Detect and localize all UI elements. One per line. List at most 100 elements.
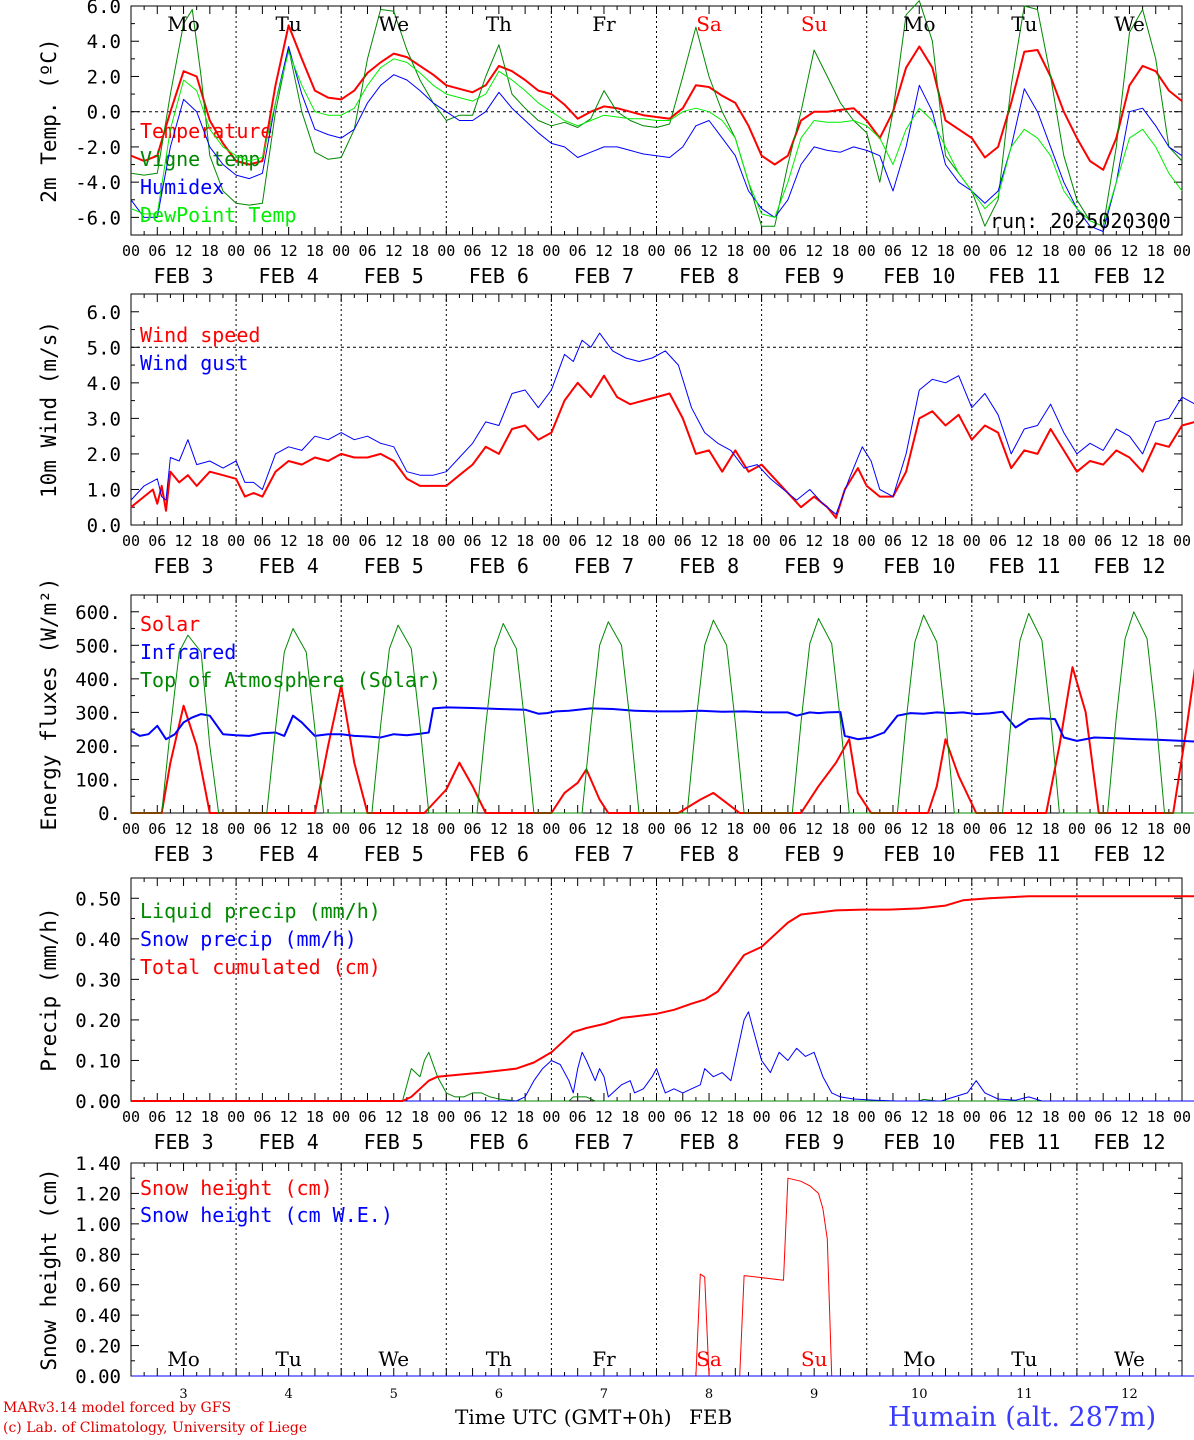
hour-tick-label: 06 [569,820,587,838]
weekday-label: We [1114,1347,1145,1371]
weekday-label: Mo [903,12,936,36]
hour-tick-label: 00 [1173,1108,1191,1126]
y-tick-label: 6.0 [87,0,121,18]
hour-tick-label: 06 [779,532,797,550]
hour-tick-label: 06 [1094,532,1112,550]
hour-tick-label: 06 [569,1108,587,1126]
day-label: FEB 3 [153,264,213,288]
hour-tick-label: 06 [779,1108,797,1126]
hour-tick-label: 06 [1094,820,1112,838]
weekday-label: Fr [592,1347,616,1371]
day-label: FEB 4 [259,842,319,866]
day-label: FEB 12 [1093,264,1165,288]
bottom-day-number: 3 [179,1387,187,1402]
hour-tick-label: 12 [700,242,718,260]
series-line [130,24,1183,171]
hour-tick-label: 12 [1120,1108,1138,1126]
day-label: FEB 6 [469,554,529,578]
hour-tick-label: 18 [1147,532,1165,550]
y-axis-title: Precip (mm/h) [37,907,61,1071]
hour-tick-label: 00 [332,820,350,838]
y-tick-label: 0.00 [75,1091,121,1113]
bottom-day-number: 4 [285,1387,293,1402]
day-label: FEB 11 [988,842,1060,866]
y-tick-label: 4.0 [87,31,121,53]
hour-tick-label: 06 [358,1108,376,1126]
hour-tick-label: 06 [989,242,1007,260]
hour-tick-label: 06 [358,532,376,550]
day-label: FEB 4 [259,1130,319,1154]
y-tick-label: 2.0 [87,66,121,88]
hour-tick-label: 18 [831,1108,849,1126]
hour-tick-label: 18 [936,820,954,838]
hour-tick-label: 12 [490,820,508,838]
hour-tick-label: 00 [753,242,771,260]
hour-tick-label: 00 [647,242,665,260]
hour-tick-label: 00 [332,532,350,550]
weekday-label: Sa [696,12,722,36]
hour-tick-label: 00 [332,242,350,260]
hour-tick-label: 00 [647,820,665,838]
hour-tick-label: 00 [1173,820,1191,838]
day-label: FEB 7 [574,264,634,288]
day-label: FEB 10 [883,264,955,288]
legend-entry: Infrared [140,640,236,664]
legend-entry: Liquid precip (mm/h) [140,899,381,923]
hour-tick-label: 18 [621,532,639,550]
hour-tick-label: 00 [122,820,140,838]
hour-tick-label: 18 [516,532,534,550]
day-label: FEB 3 [153,554,213,578]
bottom-day-number: 6 [495,1387,503,1402]
hour-tick-label: 00 [542,820,560,838]
hour-tick-label: 18 [1042,242,1060,260]
y-tick-label: 300. [75,702,121,724]
hour-tick-label: 00 [963,242,981,260]
hour-tick-label: 00 [122,1108,140,1126]
series-line [130,51,1183,227]
weekday-label: Mo [903,1347,936,1371]
hour-tick-label: 18 [411,820,429,838]
hour-tick-label: 00 [1068,242,1086,260]
hour-tick-label: 12 [490,242,508,260]
day-label: FEB 5 [364,842,424,866]
hour-tick-label: 12 [700,532,718,550]
weekday-label: Tu [1011,12,1037,36]
weekday-label: We [378,1347,409,1371]
hour-tick-label: 12 [595,820,613,838]
y-tick-label: 100. [75,769,121,791]
y-tick-label: -4.0 [75,172,121,194]
hour-tick-label: 12 [1120,820,1138,838]
series-line [130,706,1194,743]
day-label: FEB 9 [784,264,844,288]
hour-tick-label: 12 [1015,242,1033,260]
legend-entry: Snow height (cm W.E.) [140,1203,393,1227]
day-label: FEB 4 [259,264,319,288]
hour-tick-label: 12 [280,820,298,838]
y-axis-title: Energy fluxes (W/m²) [37,578,61,831]
y-tick-label: 0.20 [75,1336,121,1358]
hour-tick-label: 18 [936,242,954,260]
legend-entry: Top of Atmosphere (Solar) [140,668,441,692]
bottom-day-number: 8 [705,1387,713,1402]
weekday-label: We [378,12,409,36]
hour-tick-label: 12 [805,820,823,838]
hour-tick-label: 12 [490,532,508,550]
legend-entry: Vigne temp [140,147,260,171]
hour-tick-label: 06 [253,242,271,260]
y-tick-label: 1.00 [75,1214,121,1236]
series-line [130,374,1194,519]
y-tick-label: 600. [75,602,121,624]
y-tick-label: 500. [75,635,121,657]
day-label: FEB 8 [679,842,739,866]
hour-tick-label: 18 [621,820,639,838]
day-label: FEB 11 [988,1130,1060,1154]
hour-tick-label: 18 [831,820,849,838]
bottom-day-number: 12 [1121,1387,1138,1402]
hour-tick-label: 12 [280,242,298,260]
day-label: FEB 11 [988,264,1060,288]
hour-tick-label: 18 [831,242,849,260]
legend-entry: Solar [140,612,200,636]
hour-tick-label: 12 [595,1108,613,1126]
hour-tick-label: 06 [358,820,376,838]
